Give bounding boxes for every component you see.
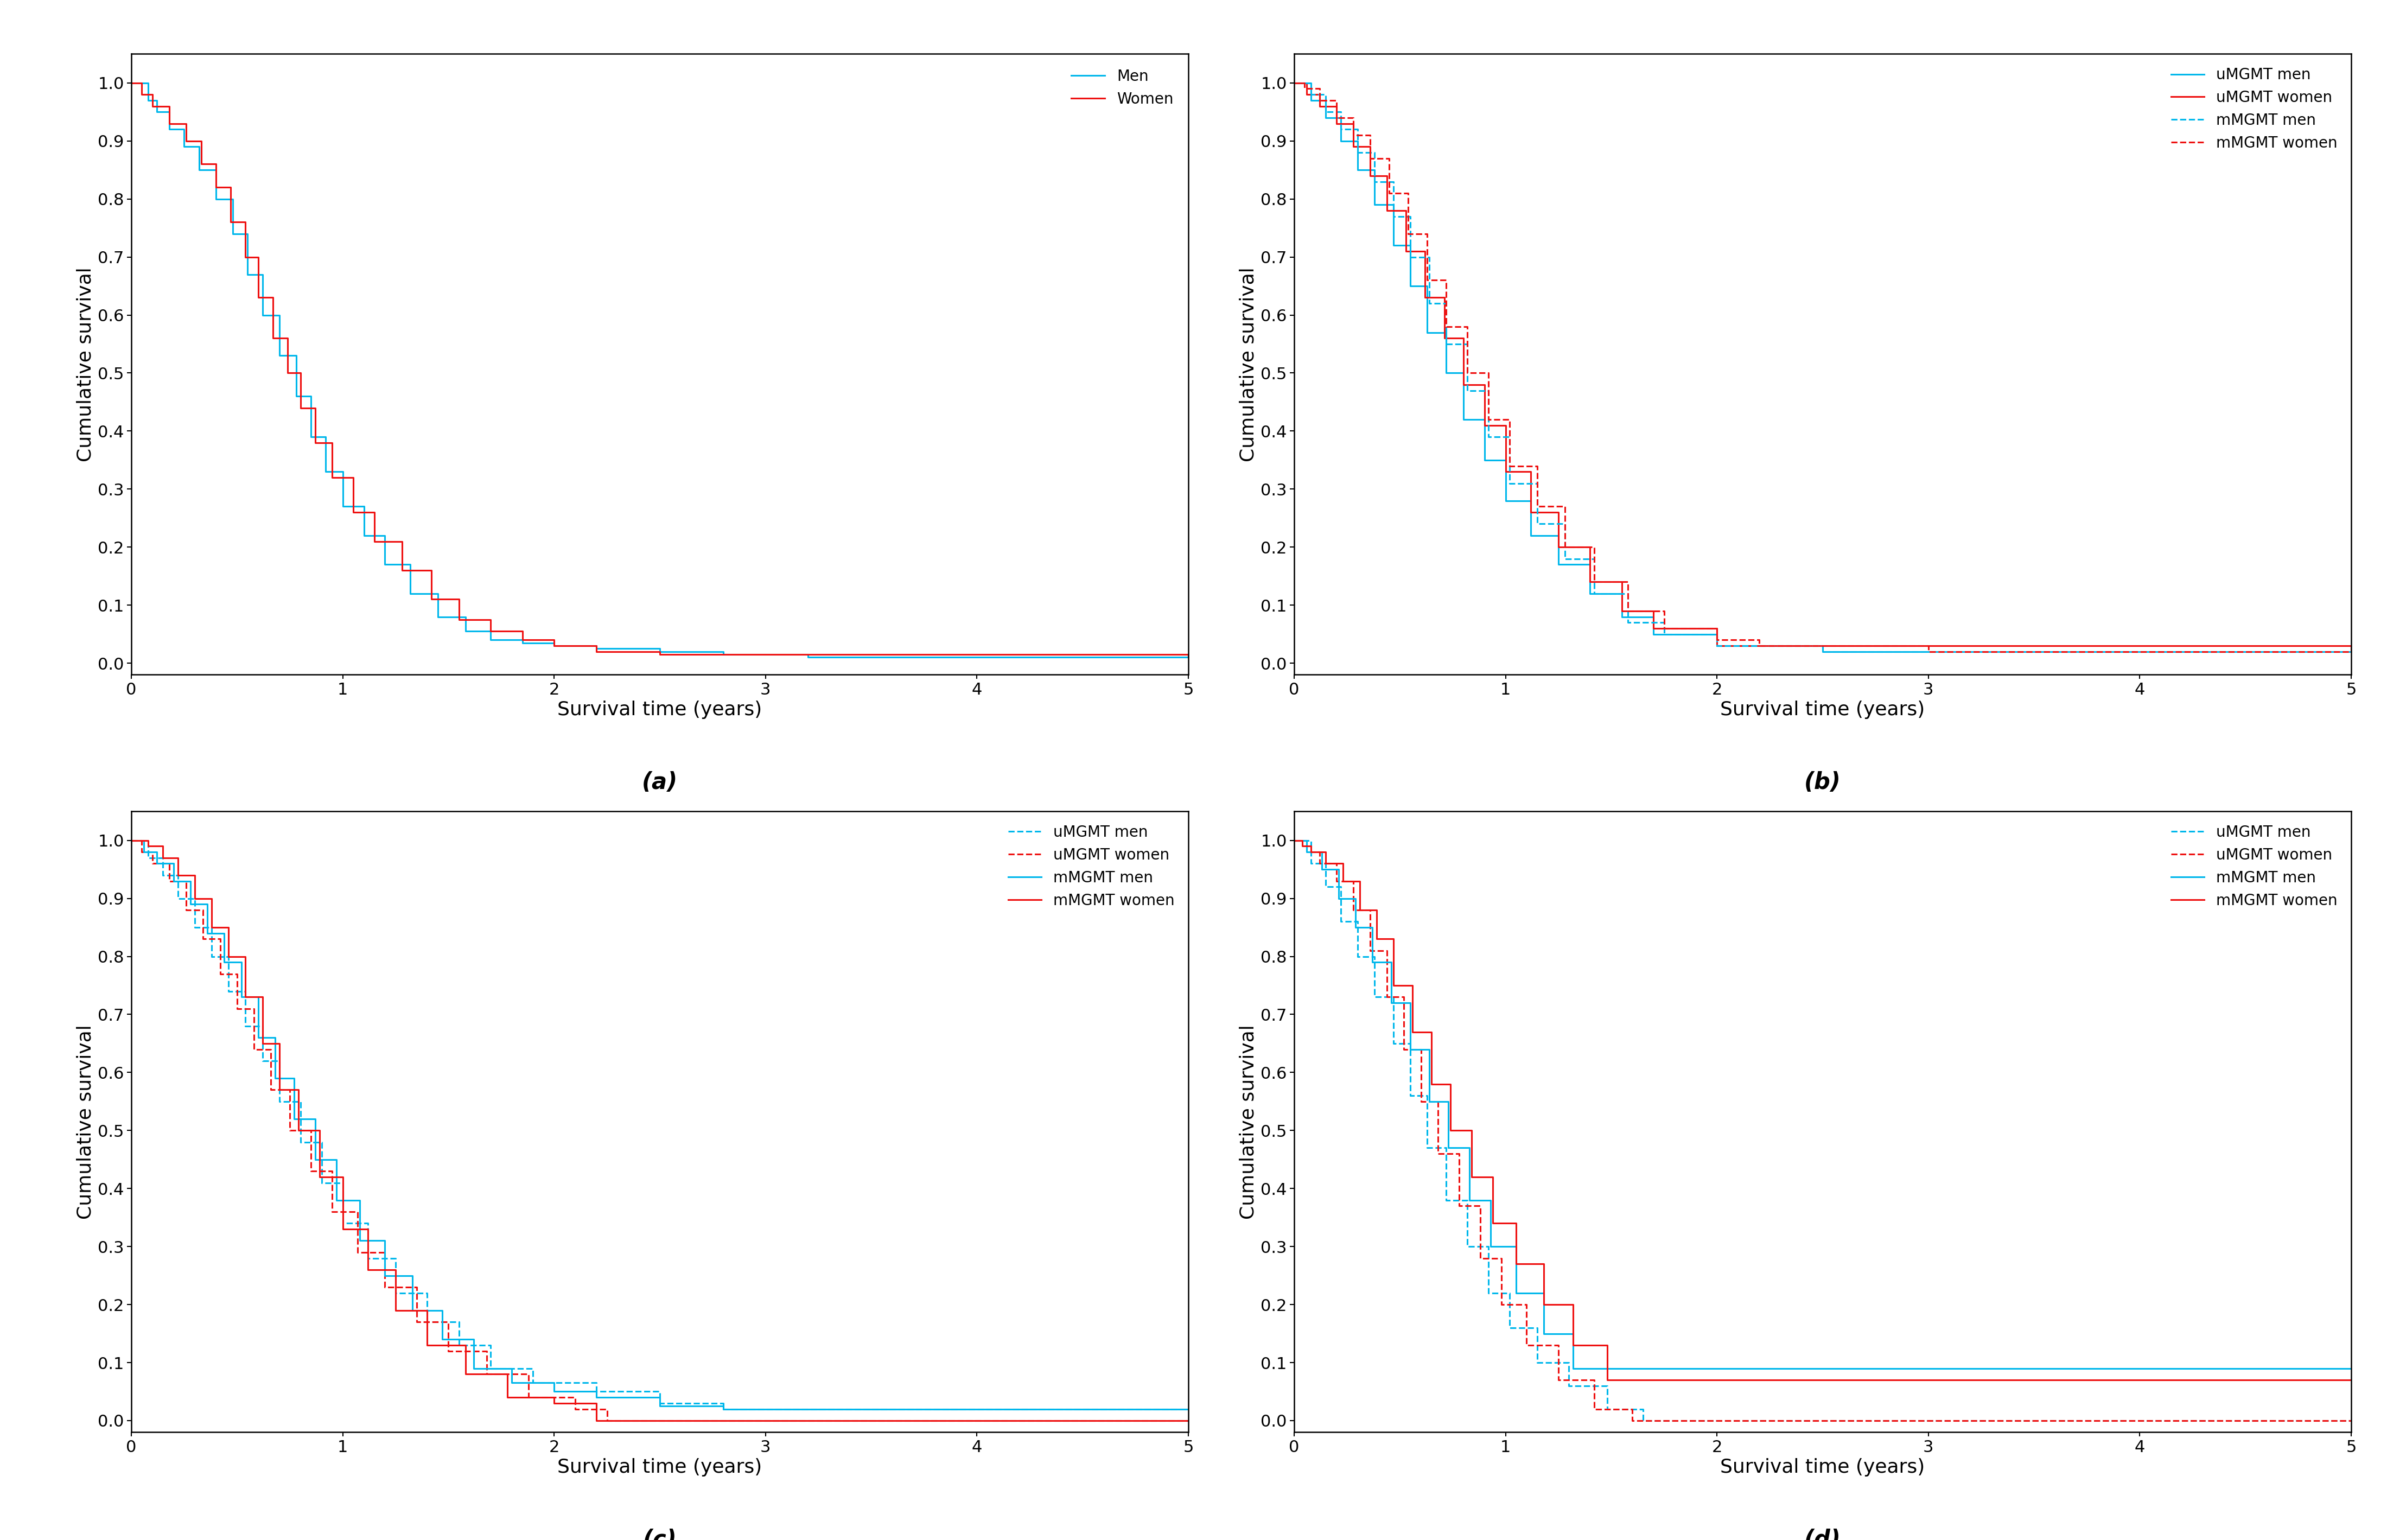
Text: (b): (b): [1805, 772, 1840, 793]
Legend: uMGMT men, uMGMT women, mMGMT men, mMGMT women: uMGMT men, uMGMT women, mMGMT men, mMGMT…: [2165, 62, 2344, 157]
Legend: Men, Women: Men, Women: [1065, 62, 1182, 114]
Y-axis label: Cumulative survival: Cumulative survival: [1239, 1024, 1258, 1220]
Text: (c): (c): [642, 1528, 678, 1540]
Y-axis label: Cumulative survival: Cumulative survival: [76, 266, 95, 462]
Text: (d): (d): [1805, 1528, 1840, 1540]
Y-axis label: Cumulative survival: Cumulative survival: [1239, 266, 1258, 462]
X-axis label: Survival time (years): Survival time (years): [1721, 701, 1924, 719]
X-axis label: Survival time (years): Survival time (years): [559, 701, 761, 719]
Text: (a): (a): [642, 772, 678, 793]
X-axis label: Survival time (years): Survival time (years): [1721, 1458, 1924, 1477]
Y-axis label: Cumulative survival: Cumulative survival: [76, 1024, 95, 1220]
Legend: uMGMT men, uMGMT women, mMGMT men, mMGMT women: uMGMT men, uMGMT women, mMGMT men, mMGMT…: [1003, 819, 1182, 915]
Legend: uMGMT men, uMGMT women, mMGMT men, mMGMT women: uMGMT men, uMGMT women, mMGMT men, mMGMT…: [2165, 819, 2344, 915]
X-axis label: Survival time (years): Survival time (years): [559, 1458, 761, 1477]
